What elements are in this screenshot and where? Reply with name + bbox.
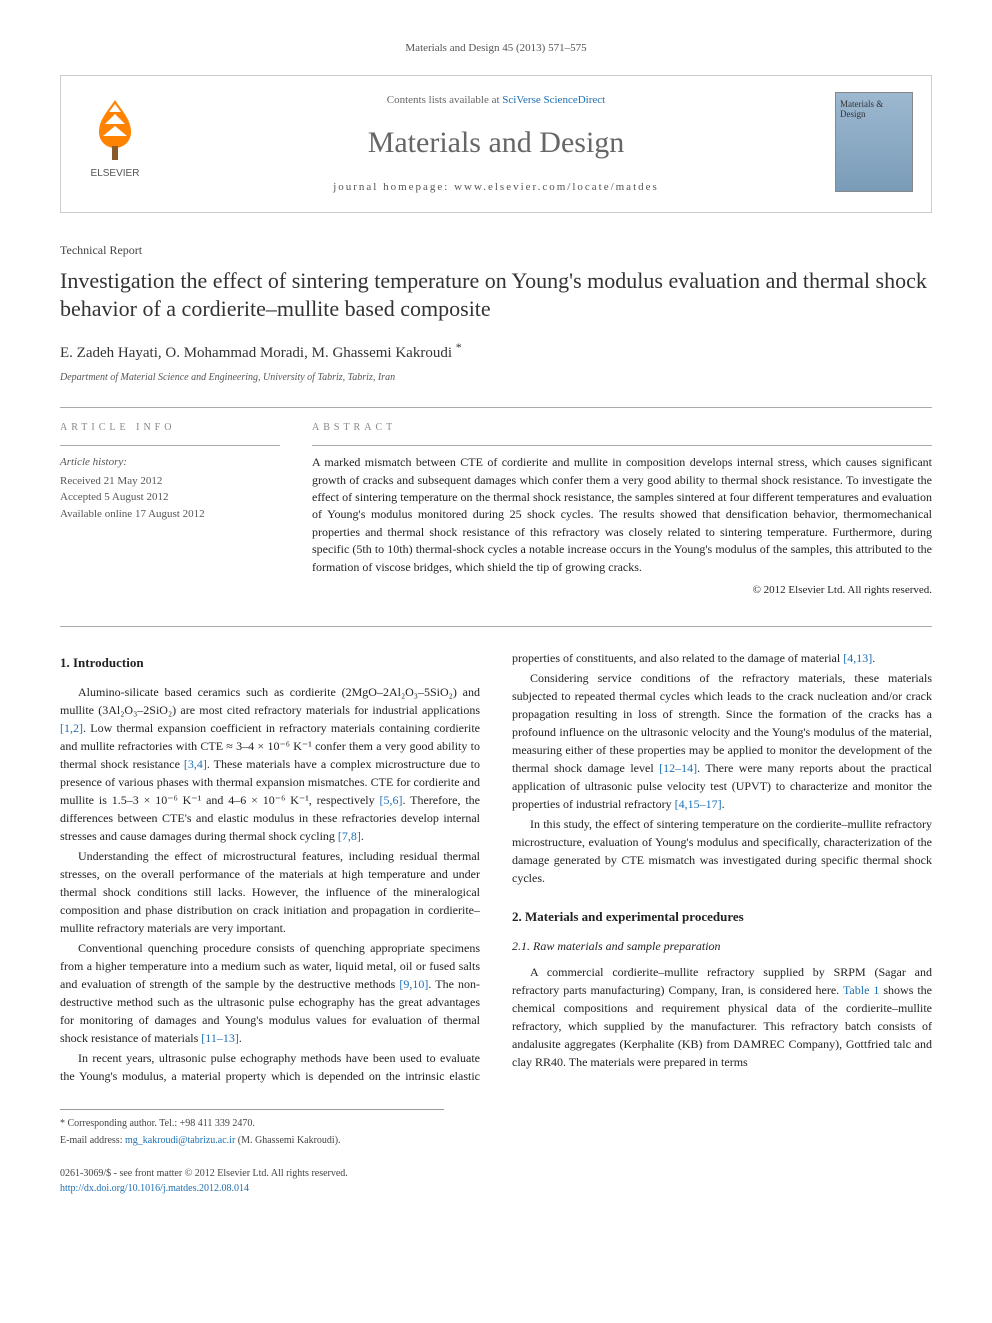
elsevier-tree-icon: ELSEVIER [79,92,151,182]
front-matter-line: 0261-3069/$ - see front matter © 2012 El… [60,1166,348,1181]
ref-4-13[interactable]: [4,13] [843,651,872,665]
ref-5-6[interactable]: [5,6] [380,793,403,807]
materials-para-1: A commercial cordierite–mullite refracto… [512,963,932,1071]
section-1-head: 1. Introduction [60,653,480,673]
p5a: Considering service conditions of the re… [512,671,932,775]
footer-left: 0261-3069/$ - see front matter © 2012 El… [60,1166,348,1196]
article-info-column: ARTICLE INFO Article history: Received 2… [60,420,280,598]
article-history-head: Article history: [60,454,280,471]
ref-7-8[interactable]: [7,8] [338,829,361,843]
email-footnote: E-mail address: mg_kakroudi@tabrizu.ac.i… [60,1133,444,1148]
journal-cover-title: Materials & Design [840,99,908,121]
abstract-label: ABSTRACT [312,420,932,435]
section-2-1-head: 2.1. Raw materials and sample preparatio… [512,937,932,955]
contents-prefix: Contents lists available at [387,94,502,106]
accepted-line: Accepted 5 August 2012 [60,489,280,506]
p1a: Alumino-silicate based ceramics such as … [60,685,480,717]
p5c: . [722,797,725,811]
ref-9-10[interactable]: [9,10] [399,977,428,991]
email-link[interactable]: mg_kakroudi@tabrizu.ac.ir [125,1135,235,1146]
article-info-label: ARTICLE INFO [60,420,280,435]
p4b: . [872,651,875,665]
ref-1-2[interactable]: [1,2] [60,721,83,735]
section-2-head: 2. Materials and experimental procedures [512,907,932,927]
sciencedirect-link[interactable]: SciVerse ScienceDirect [502,94,605,106]
corresponding-mark: * [456,340,462,354]
journal-homepage: journal homepage: www.elsevier.com/locat… [79,179,913,196]
abstract-column: ABSTRACT A marked mismatch between CTE o… [312,420,932,598]
article-type: Technical Report [60,241,932,259]
table-1-ref[interactable]: Table 1 [843,983,879,997]
intro-para-1: Alumino-silicate based ceramics such as … [60,683,480,845]
citation-line: Materials and Design 45 (2013) 571–575 [60,40,932,57]
article-title: Investigation the effect of sintering te… [60,267,932,324]
intro-para-5: Considering service conditions of the re… [512,669,932,813]
authors-names: E. Zadeh Hayati, O. Mohammad Moradi, M. … [60,345,452,361]
journal-header-box: ELSEVIER Contents lists available at Sci… [60,75,932,213]
publisher-label: ELSEVIER [91,168,140,179]
email-prefix: E-mail address: [60,1135,125,1146]
publisher-logo: ELSEVIER [79,92,151,182]
affiliation: Department of Material Science and Engin… [60,370,932,385]
p3c: . [239,1031,242,1045]
online-line: Available online 17 August 2012 [60,506,280,523]
ref-4-15-17[interactable]: [4,15–17] [675,797,722,811]
email-suffix: (M. Ghassemi Kakroudi). [235,1135,340,1146]
body-columns: 1. Introduction Alumino-silicate based c… [60,649,932,1085]
received-line: Received 21 May 2012 [60,473,280,490]
page-footer: 0261-3069/$ - see front matter © 2012 El… [60,1166,932,1196]
footnote-block: * Corresponding author. Tel.: +98 411 33… [60,1109,444,1148]
journal-name: Materials and Design [79,120,913,165]
authors-line: E. Zadeh Hayati, O. Mohammad Moradi, M. … [60,338,932,365]
intro-para-6: In this study, the effect of sintering t… [512,815,932,887]
contents-line: Contents lists available at SciVerse Sci… [79,92,913,109]
intro-para-3: Conventional quenching procedure consist… [60,939,480,1047]
abstract-copyright: © 2012 Elsevier Ltd. All rights reserved… [312,582,932,599]
divider-top [60,407,932,408]
ref-3-4[interactable]: [3,4] [184,757,207,771]
doi-link[interactable]: http://dx.doi.org/10.1016/j.matdes.2012.… [60,1181,348,1196]
ref-11-13[interactable]: [11–13] [201,1031,239,1045]
abstract-text: A marked mismatch between CTE of cordier… [312,454,932,576]
intro-para-2: Understanding the effect of microstructu… [60,847,480,937]
p1e: . [361,829,364,843]
info-abstract-row: ARTICLE INFO Article history: Received 2… [60,420,932,598]
journal-cover-thumb: Materials & Design [835,92,913,192]
corresponding-footnote: * Corresponding author. Tel.: +98 411 33… [60,1116,444,1131]
ref-12-14[interactable]: [12–14] [659,761,697,775]
